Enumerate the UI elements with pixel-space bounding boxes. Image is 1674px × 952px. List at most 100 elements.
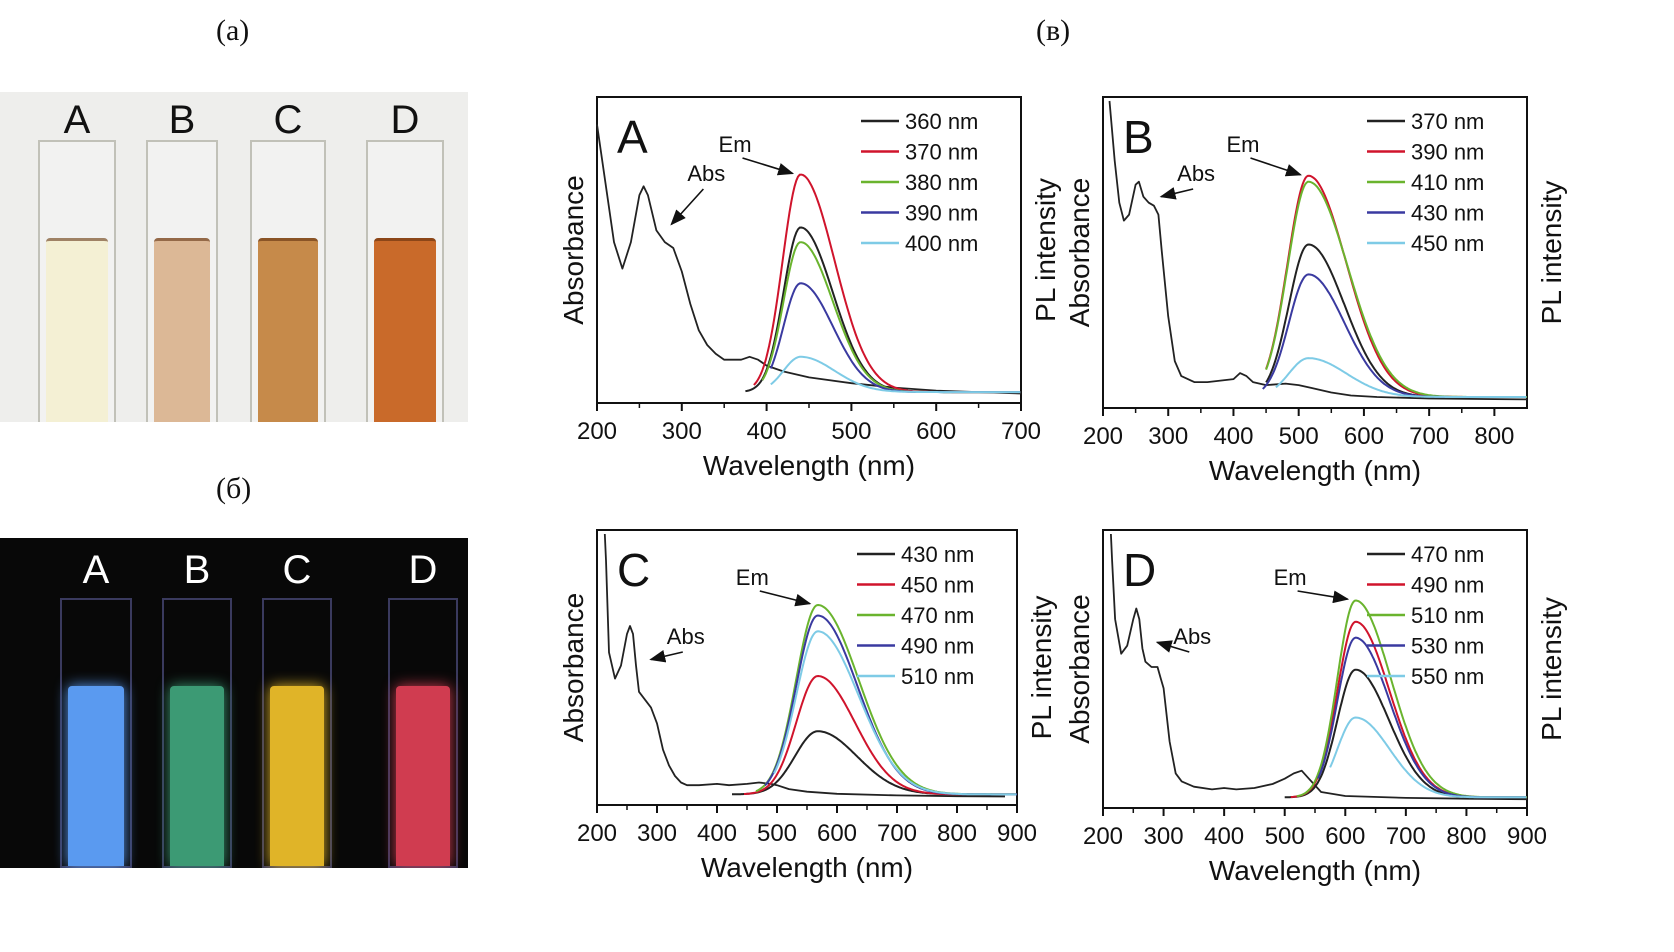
daylight-photo: A B C D [0, 92, 468, 422]
panel-d-xtick-label: 400 [1204, 823, 1244, 850]
panel-b-xtick-label: 800 [1474, 423, 1514, 450]
cuvette-b [162, 598, 232, 868]
panel-d-ylabel-left: Absorbance [1064, 594, 1095, 743]
panel-c-legend-label: 490 nm [901, 634, 974, 659]
cuvette-label-a: A [82, 548, 110, 592]
panel-a-legend-label: 400 nm [905, 231, 978, 256]
cuvette-label-c: C [273, 98, 303, 142]
cuvette-solution-c [270, 686, 324, 866]
panel-c-xtick-label: 400 [697, 820, 737, 847]
panel-b-xtick-label: 200 [1083, 423, 1123, 450]
panel-b-legend-label: 370 nm [1411, 109, 1484, 134]
panel-a-xlabel: Wavelength (nm) [703, 450, 915, 481]
panel-c-abs-annotation: Abs [667, 624, 705, 649]
panel-a-letter: A [617, 111, 648, 163]
panel-c-emission-line-5 [773, 630, 1017, 796]
panel-c-emission-line-1 [732, 730, 1017, 796]
caption-c: (в) [1036, 14, 1071, 47]
panel-b-ylabel-right: PL intensity [1536, 181, 1567, 325]
panel-c-xtick-label: 500 [757, 820, 797, 847]
panel-a-abs-annotation: Abs [687, 161, 725, 186]
cuvette-solution-d [396, 686, 450, 866]
panel-a-ylabel-right: PL intensity [1030, 178, 1061, 322]
panel-c-ylabel-left: Absorbance [558, 593, 589, 742]
panel-c-legend-label: 470 nm [901, 603, 974, 628]
cuvette-label-c: C [282, 548, 312, 592]
caption-b: (б) [216, 472, 252, 505]
panel-d-ylabel-right: PL intensity [1536, 597, 1567, 741]
panel-c-em-arrow [759, 590, 812, 607]
cuvette-label-d: D [408, 548, 438, 592]
panel-c-ylabel-right: PL intensity [1026, 596, 1057, 740]
panel-b-xtick-label: 400 [1213, 423, 1253, 450]
panel-c-xtick-label: 800 [937, 820, 977, 847]
cuvette-label-b: B [168, 98, 196, 142]
panel-a-em-annotation: Em [719, 132, 752, 157]
panel-c-xlabel: Wavelength (nm) [701, 852, 913, 883]
cuvette-d [388, 598, 458, 868]
panel-d-emission-line-2 [1290, 620, 1527, 799]
panel-c-xtick-label: 600 [817, 820, 857, 847]
cuvette-solution-b [154, 238, 210, 422]
caption-a: (a) [216, 14, 250, 47]
panel-c-legend-label: 430 nm [901, 542, 974, 567]
panel-a-legend-label: 370 nm [905, 140, 978, 165]
panel-d-legend-label: 490 nm [1411, 573, 1484, 598]
panel-c-xtick-label: 900 [997, 820, 1037, 847]
panel-b-emission-line-2 [1265, 174, 1527, 398]
panel-d-abs-annotation: Abs [1173, 624, 1211, 649]
panel-b-ylabel-left: Absorbance [1064, 178, 1095, 327]
panel-b-emission-line-3 [1265, 180, 1527, 398]
cuvette-d [366, 140, 444, 422]
panel-b-legend-label: 390 nm [1411, 140, 1484, 165]
panel-d-xtick-label: 800 [1446, 823, 1486, 850]
panel-c-legend-label: 510 nm [901, 664, 974, 689]
panel-a-legend-label: 390 nm [905, 201, 978, 226]
panel-d-absorbance-line [1110, 533, 1528, 801]
cuvette-solution-a [68, 686, 124, 866]
panel-d-emission-line-5 [1329, 716, 1527, 799]
panel-d-em-annotation: Em [1274, 565, 1307, 590]
panel-a-ylabel-left: Absorbance [558, 175, 589, 324]
panel-d-legend-label: 470 nm [1411, 542, 1484, 567]
panel-d-emission-line-4 [1317, 636, 1527, 799]
panel-d-letter: D [1123, 544, 1156, 596]
panel-c-xtick-label: 200 [577, 820, 617, 847]
panel-c-xtick-label: 700 [877, 820, 917, 847]
panel-b-xtick-label: 700 [1409, 423, 1449, 450]
cuvette-solution-a [46, 238, 108, 422]
panel-d-em-arrow [1297, 590, 1350, 604]
panel-a-xtick-label: 700 [1001, 418, 1041, 445]
panel-b-letter: B [1123, 111, 1154, 163]
panel-a-xtick-label: 200 [577, 418, 617, 445]
panel-b-abs-arrow [1159, 187, 1194, 200]
panel-c-absorbance-line [603, 533, 1006, 798]
panel-c-legend-label: 450 nm [901, 573, 974, 598]
panel-b-legend-label: 450 nm [1411, 231, 1484, 256]
panel-a-xtick-label: 600 [916, 418, 956, 445]
panel-d-xtick-label: 700 [1386, 823, 1426, 850]
panel-b-xtick-label: 500 [1279, 423, 1319, 450]
panel-c-xtick-label: 300 [637, 820, 677, 847]
panel-d-xtick-label: 900 [1507, 823, 1547, 850]
panel-a-emission-line-3 [761, 241, 1021, 394]
panel-a-legend-label: 380 nm [905, 170, 978, 195]
panel-d-xlabel: Wavelength (nm) [1209, 855, 1421, 886]
cuvette-c [262, 598, 332, 868]
panel-a-absorbance-line [596, 124, 1022, 395]
panel-b-emission-line-5 [1275, 357, 1527, 398]
panel-d-abs-arrow [1155, 640, 1190, 653]
panel-b-xtick-label: 600 [1344, 423, 1384, 450]
panel-b-legend-label: 410 nm [1411, 170, 1484, 195]
cuvette-solution-b [170, 686, 224, 866]
panel-b-emission-line-1 [1265, 243, 1527, 398]
panel-a-legend-label: 360 nm [905, 109, 978, 134]
panel-b-em-arrow [1250, 157, 1302, 177]
cuvette-solution-d [374, 238, 436, 422]
panel-b-xtick-label: 300 [1148, 423, 1188, 450]
panel-a-em-arrow [742, 157, 795, 176]
cuvette-label-b: B [183, 548, 211, 592]
panel-a-xtick-label: 500 [831, 418, 871, 445]
panel-c-abs-arrow [649, 649, 683, 663]
